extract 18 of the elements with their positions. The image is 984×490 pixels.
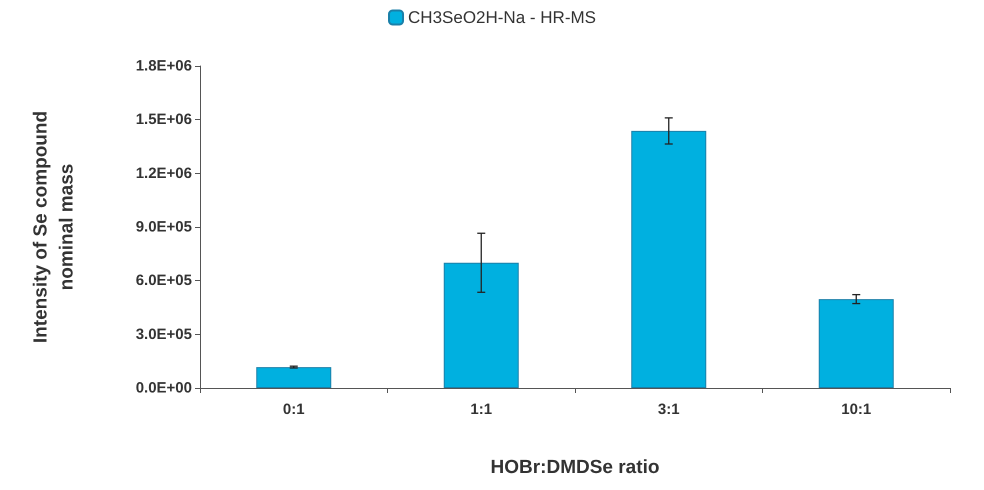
y-tick-label: 1.5E+06	[136, 111, 192, 128]
y-axis-title: Intensity of Se compound nominal mass	[30, 110, 78, 344]
x-tick-label: 10:1	[841, 401, 872, 418]
bar	[818, 299, 894, 388]
x-tick-label: 1:1	[470, 401, 492, 418]
x-tick-label: 0:1	[282, 401, 305, 418]
x-axis-title: HOBr:DMDSe ratio	[490, 457, 660, 478]
bar	[631, 130, 706, 388]
y-tick-label: 9.0E+05	[136, 218, 192, 236]
legend-label: CH3SeO2H-Na - HR-MS	[408, 8, 596, 27]
y-tick-label: 6.0E+05	[136, 272, 192, 290]
x-tick-label: 3:1	[658, 401, 680, 418]
y-tick-label: 3.0E+05	[136, 326, 192, 343]
bar	[444, 262, 519, 388]
y-tick-label: 1.2E+06	[136, 164, 192, 182]
bar	[256, 367, 332, 388]
y-tick-label: 1.8E+06	[136, 58, 192, 74]
y-tick-label: 0.0E+00	[136, 380, 192, 396]
